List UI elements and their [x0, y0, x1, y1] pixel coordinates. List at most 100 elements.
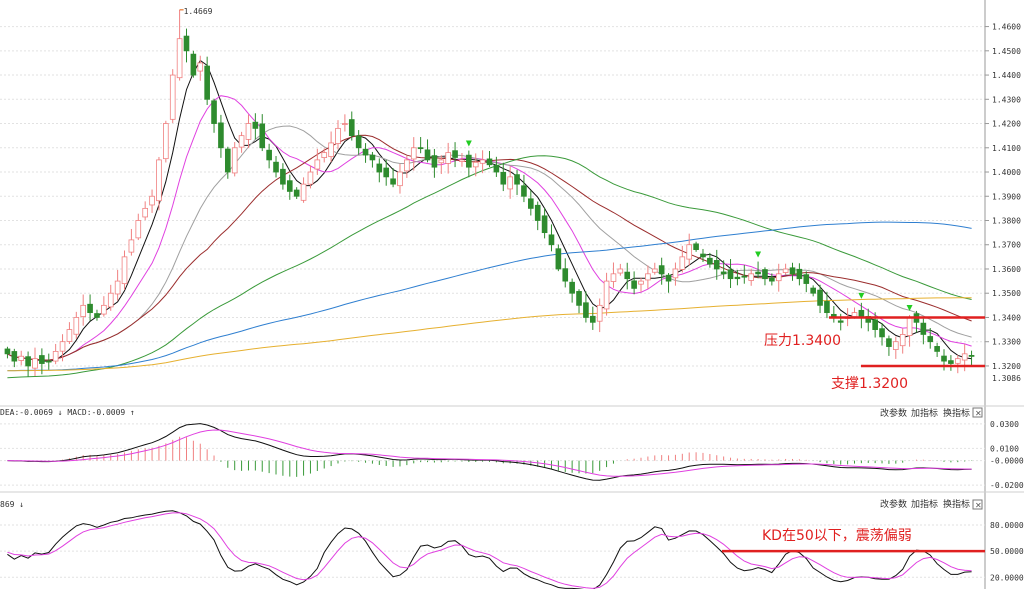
candle-body — [252, 121, 259, 129]
candle-body — [851, 312, 858, 317]
last-tick-label: 1.3086 — [992, 374, 1021, 383]
resistance-annotation: 压力1.3400 — [764, 333, 841, 349]
kd-edit-params-button[interactable]: 改参数 — [880, 498, 907, 510]
candle-body — [796, 268, 803, 280]
candle-body — [94, 313, 100, 318]
candle-body — [11, 351, 18, 362]
candle-body — [672, 268, 679, 279]
macd-grid — [0, 423, 985, 486]
candle-body — [204, 65, 210, 100]
candle-body — [583, 302, 589, 318]
kd-tick-label: 50.0000 — [990, 547, 1024, 556]
candle-body — [156, 159, 162, 202]
candle-body — [789, 267, 796, 275]
candle-body — [500, 171, 507, 185]
candle-body — [514, 174, 520, 185]
candle-body — [741, 275, 748, 278]
candle-body — [472, 161, 479, 168]
candle-body — [507, 176, 513, 190]
price-tick-label: 1.3300 — [992, 338, 1021, 347]
macd-tick-label: 0.0300 — [990, 420, 1019, 429]
candle-body — [390, 178, 396, 185]
price-tick-label: 1.3900 — [992, 192, 1021, 201]
macd-edit-params-button[interactable]: 改参数 — [880, 407, 907, 419]
candle-body — [39, 355, 45, 364]
candle-body — [803, 274, 810, 284]
candle-body — [328, 142, 334, 158]
candle-body — [314, 159, 321, 170]
candle-body — [218, 122, 224, 149]
candle-body — [376, 163, 383, 173]
candle-body — [954, 358, 961, 364]
price-tick-label: 1.4300 — [992, 95, 1021, 104]
macd-add-indicator-button[interactable]: 加指标 — [911, 407, 938, 419]
candle-body — [293, 189, 300, 197]
candle-body — [479, 159, 486, 164]
kd-axis-labels: 80.0000 50.0000 20.0000 — [990, 521, 1024, 582]
close-box-icon[interactable]: ✕ — [972, 499, 983, 510]
support-annotation: 支撑1.3200 — [831, 376, 908, 392]
price-tick-label: 1.3700 — [992, 241, 1021, 250]
candle-body — [775, 273, 782, 282]
candle-body — [417, 147, 424, 150]
dea-line — [7, 429, 972, 477]
candle-body — [225, 148, 231, 173]
candle-body — [135, 220, 142, 239]
candle-body — [459, 159, 465, 162]
candle-body — [548, 234, 555, 246]
candle-body — [645, 273, 651, 281]
svg-text:✕: ✕ — [975, 409, 982, 418]
candle-body — [817, 289, 823, 306]
candle-body — [335, 127, 341, 144]
candle-body — [245, 123, 252, 140]
candle-body — [383, 167, 390, 178]
candle-body — [342, 123, 348, 125]
macd-tick-label: -0.0000 — [990, 457, 1024, 466]
signal-markers — [465, 140, 913, 311]
candle-body — [562, 268, 569, 282]
candle-body — [300, 183, 307, 201]
macd-panel[interactable]: DEA:-0.0069 ↓ MACD:-0.0009 ↑ 改参数 加指标 换指标… — [0, 407, 1024, 490]
svg-text:✕: ✕ — [975, 501, 982, 510]
macd-header: DEA:-0.0069 ↓ MACD:-0.0009 ↑ — [0, 408, 135, 417]
candle-body — [906, 317, 913, 336]
candle-body — [920, 322, 927, 335]
candle-body — [927, 336, 934, 343]
candle-body — [445, 152, 451, 164]
candle-body — [121, 256, 128, 285]
candle-body — [569, 281, 575, 294]
candle-body — [879, 328, 885, 338]
k-line — [7, 510, 972, 589]
candle-body — [18, 355, 25, 361]
macd-axis-labels: 0.0300 0.0100 -0.0000 -0.0200 — [990, 420, 1024, 490]
kd-panel[interactable]: 869 ↓ 改参数 加指标 换指标 ✕ 80.0000 50.0000 20.000… — [0, 498, 1024, 589]
candle-body — [355, 135, 362, 149]
green-down-arrow-icon — [858, 292, 865, 299]
candle-body — [32, 358, 38, 369]
kd-add-indicator-button[interactable]: 加指标 — [911, 498, 938, 510]
close-box-icon[interactable]: ✕ — [972, 407, 983, 418]
candle-body — [348, 119, 355, 137]
candle-body — [617, 268, 624, 274]
macd-lines — [7, 423, 972, 481]
candle-body — [397, 171, 403, 187]
high-price-label: 1.4669 — [184, 7, 213, 16]
candle-body — [968, 354, 975, 357]
candle-body — [651, 268, 658, 273]
macd-switch-indicator-button[interactable]: 换指标 — [943, 407, 970, 419]
candle-body — [211, 100, 217, 124]
candle-body — [596, 304, 603, 322]
candle-body — [720, 271, 727, 275]
candle-body — [658, 265, 665, 275]
candle-body — [438, 159, 445, 164]
candle-body — [837, 320, 844, 323]
kd-switch-indicator-button[interactable]: 换指标 — [943, 498, 970, 510]
candle-body — [707, 257, 713, 265]
d-line — [7, 512, 972, 589]
candle-body — [534, 204, 541, 221]
candle-body — [128, 239, 135, 253]
candle-body — [280, 168, 286, 185]
candle-body — [521, 185, 527, 197]
